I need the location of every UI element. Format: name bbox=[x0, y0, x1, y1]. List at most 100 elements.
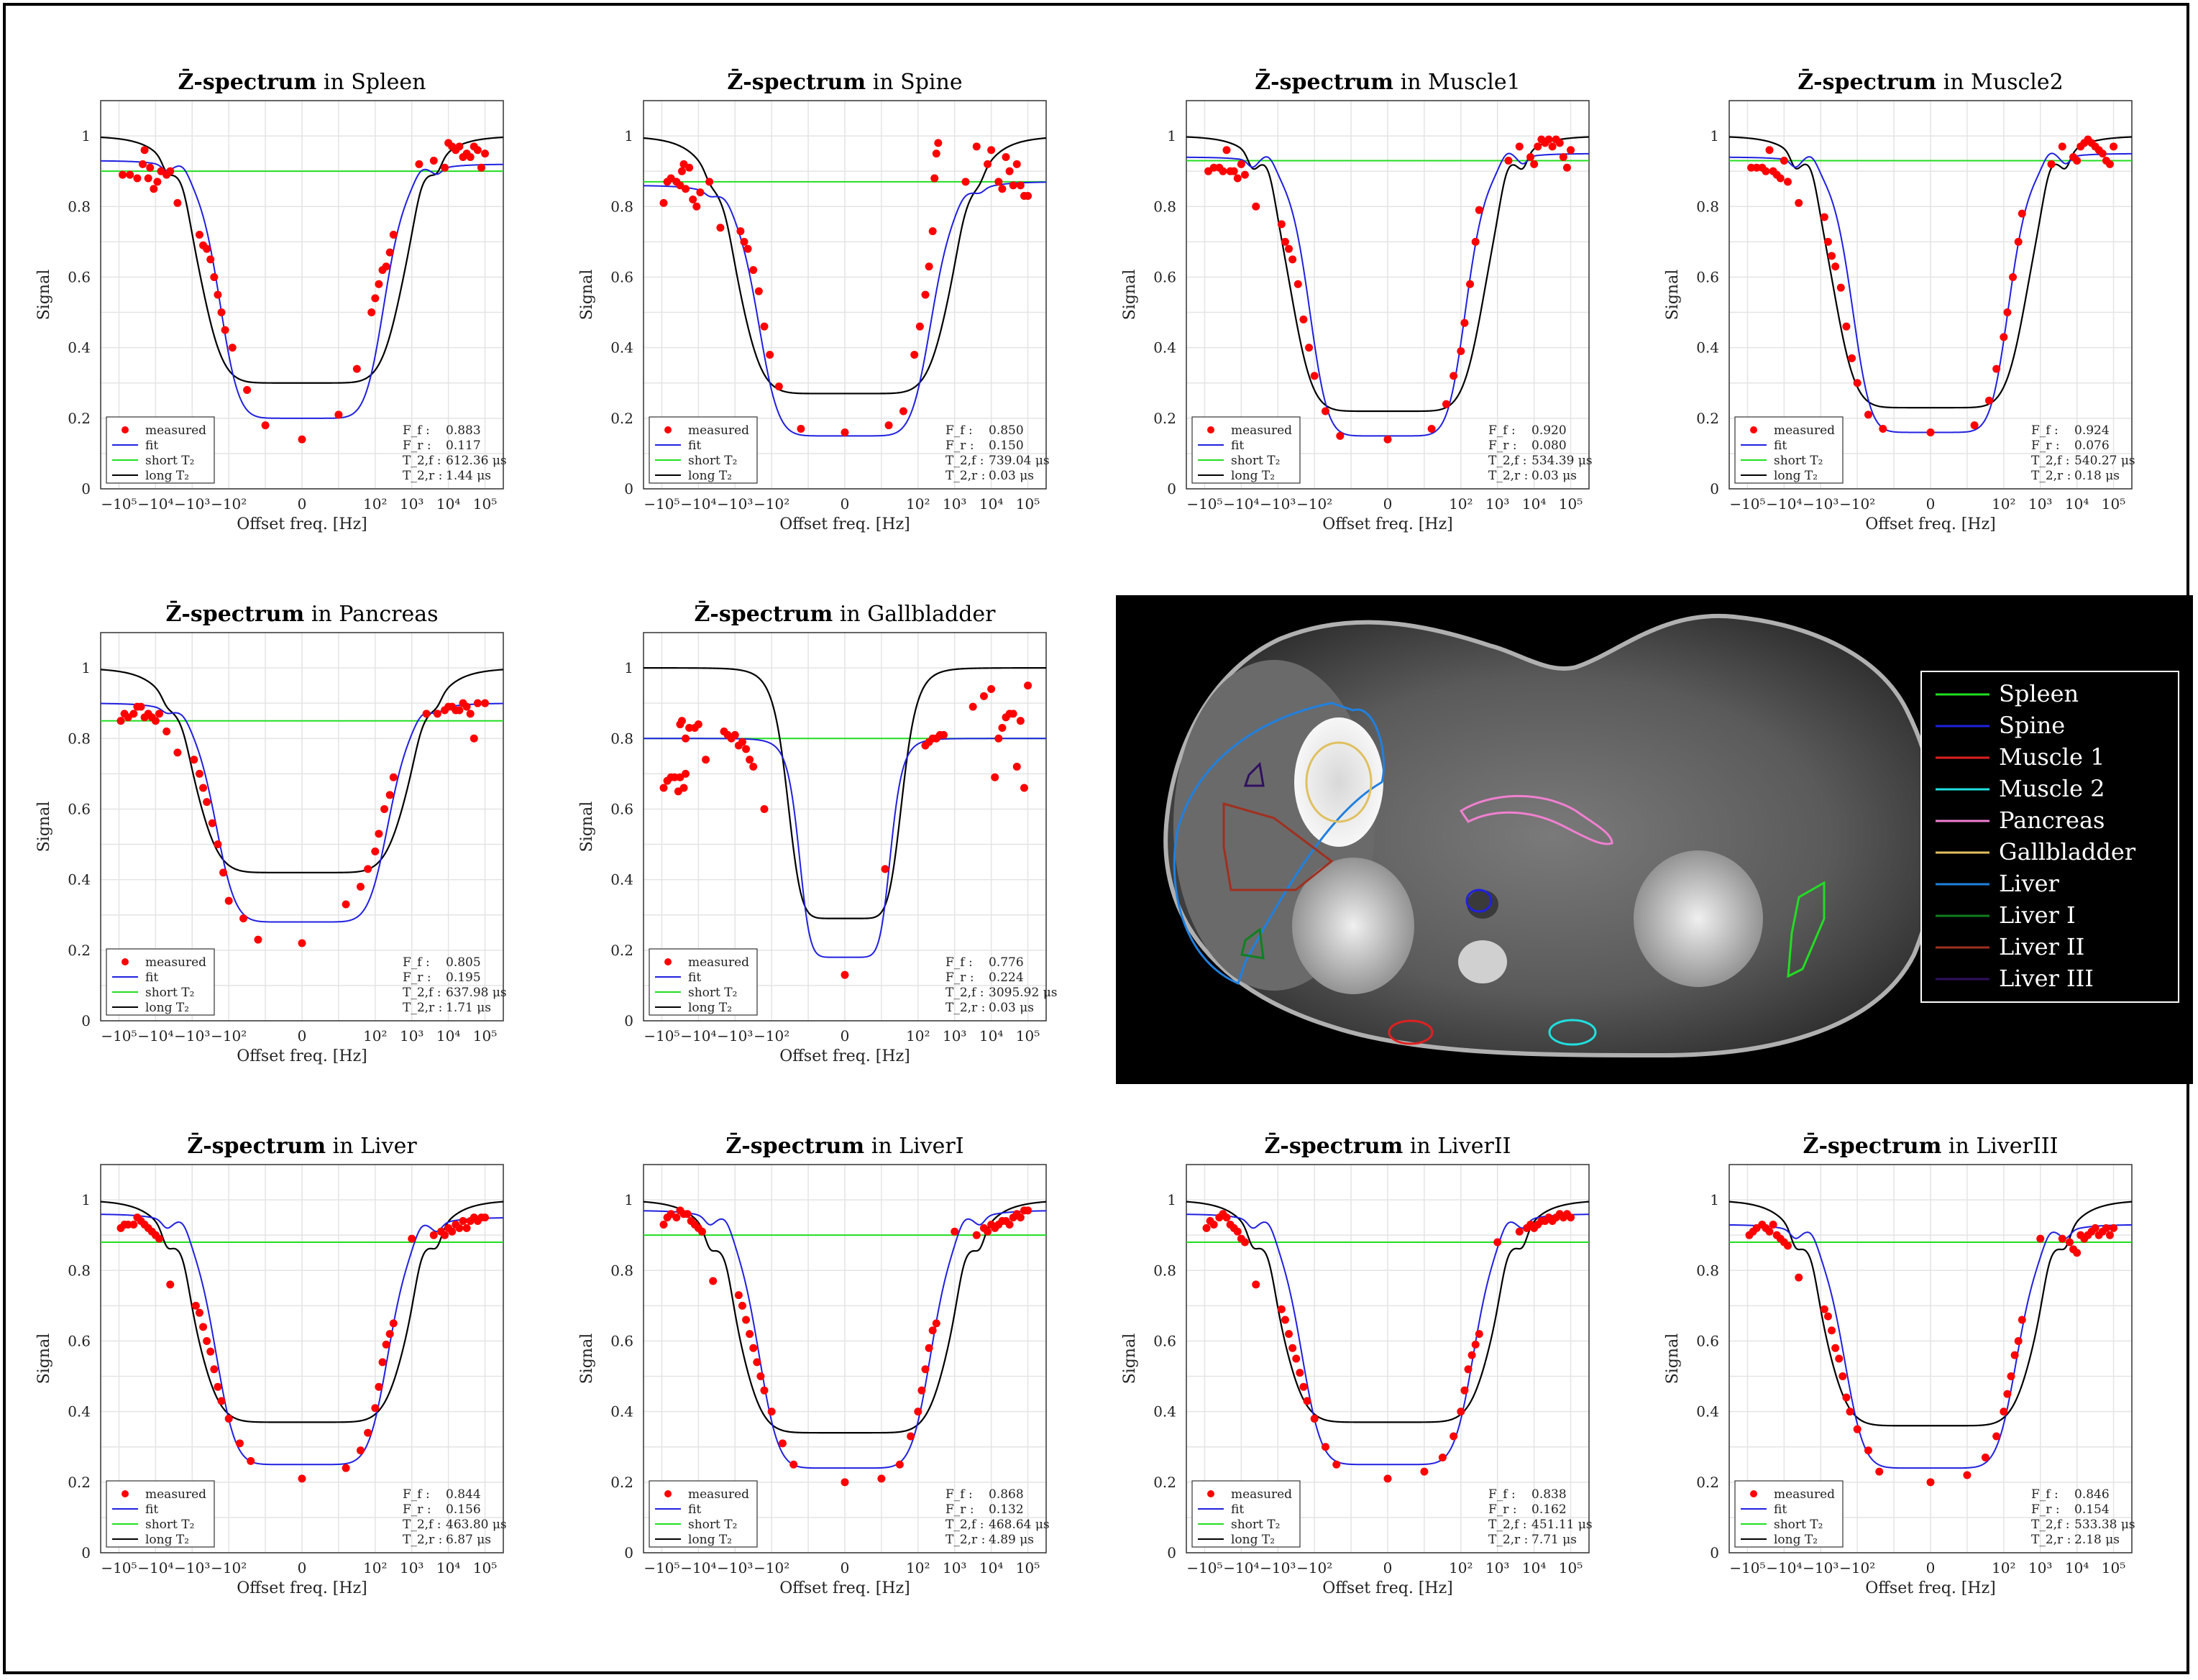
param-label: T_2,f : bbox=[403, 454, 441, 468]
measured-point bbox=[1783, 178, 1792, 186]
measured-point bbox=[1831, 262, 1840, 271]
measured-point bbox=[2105, 160, 2114, 168]
legend-label: measured bbox=[688, 423, 749, 438]
measured-point bbox=[1504, 156, 1513, 165]
legend-label: short T₂ bbox=[145, 986, 194, 1000]
chart-panel-spleen: 0 0.2 0.4 0.6 0.8 1 −10⁵ −10⁴ −10³ −10² 0 10² 10³ 10⁴… bbox=[14, 58, 532, 554]
measured-point bbox=[2073, 156, 2082, 165]
x-tick-label: −10³ bbox=[1260, 1559, 1296, 1576]
param-label: T_2,r : bbox=[945, 469, 985, 483]
x-tick-label: −10³ bbox=[1803, 1559, 1838, 1576]
y-tick-label: 0.4 bbox=[1153, 339, 1176, 357]
measured-point bbox=[921, 290, 930, 299]
y-tick-label: 0 bbox=[81, 480, 91, 497]
y-tick-label: 0.6 bbox=[1153, 1332, 1176, 1349]
measured-point bbox=[1024, 192, 1032, 201]
measured-point bbox=[685, 163, 694, 172]
x-axis-label: Offset freq. [Hz] bbox=[237, 1047, 367, 1065]
chart-svg: 0 0.2 0.4 0.6 0.8 1 −10⁵ −10⁴ −10³ −10² 0 10² 10³ 10⁴… bbox=[1664, 69, 2135, 533]
mri-legend-label: Liver III bbox=[1999, 965, 2094, 992]
y-axis-label: Signal bbox=[35, 270, 53, 321]
measured-point bbox=[1559, 153, 1567, 162]
param-value: 0.080 bbox=[1531, 439, 1567, 453]
measured-point bbox=[422, 710, 431, 718]
x-tick-label: 10² bbox=[1449, 495, 1473, 513]
long-t2-curve bbox=[100, 1201, 504, 1423]
y-tick-label: 0.8 bbox=[1153, 198, 1176, 215]
measured-point bbox=[462, 1224, 471, 1232]
legend-marker bbox=[1750, 426, 1757, 433]
param-label: T_2,f : bbox=[2031, 454, 2069, 468]
x-tick-label: 10³ bbox=[400, 495, 423, 513]
y-tick-label: 1 bbox=[81, 1191, 91, 1208]
measured-point bbox=[385, 1330, 394, 1339]
x-tick-label: −10⁵ bbox=[101, 1027, 137, 1045]
measured-point bbox=[2098, 150, 2107, 158]
measured-point bbox=[203, 244, 211, 253]
measured-point bbox=[1005, 167, 1014, 175]
legend-label: short T₂ bbox=[688, 986, 737, 1000]
measured-point bbox=[682, 769, 690, 778]
chart-panel-liveriii: 0 0.2 0.4 0.6 0.8 1 −10⁵ −10⁴ −10³ −10² 0 10² 10³ 10⁴… bbox=[1643, 1121, 2161, 1617]
mri-legend-label: Muscle 2 bbox=[1999, 775, 2105, 802]
x-tick-label: −10⁴ bbox=[1223, 1559, 1259, 1576]
measured-point bbox=[382, 262, 390, 271]
param-value: 7.71 μs bbox=[1531, 1533, 1577, 1547]
legend-label: fit bbox=[688, 1502, 701, 1517]
measured-point bbox=[749, 1344, 758, 1352]
title-region: in LiverII bbox=[1403, 1134, 1511, 1159]
measured-point bbox=[934, 139, 943, 147]
x-tick-label: 10³ bbox=[943, 1027, 966, 1045]
measured-point bbox=[1471, 1340, 1480, 1349]
measured-point bbox=[1992, 1432, 2001, 1441]
mri-legend: Spleen Spine Muscle 1 Muscle 2 Pancreas Gallb… bbox=[1936, 680, 2136, 992]
y-tick-label: 0.2 bbox=[68, 1474, 91, 1491]
param-label: F_r : bbox=[945, 439, 974, 453]
legend-label: fit bbox=[688, 439, 701, 453]
measured-point bbox=[356, 1446, 365, 1455]
measured-point bbox=[380, 804, 389, 813]
measured-point bbox=[210, 272, 219, 281]
measured-point bbox=[2058, 1234, 2066, 1243]
x-tick-label: 10⁵ bbox=[473, 495, 497, 513]
x-tick-label: 10² bbox=[906, 1559, 930, 1576]
param-value: 6.87 μs bbox=[446, 1533, 491, 1547]
param-value: 0.776 bbox=[989, 955, 1024, 970]
chart-title: Z̄-spectrum in LiverIII bbox=[1803, 1133, 2059, 1159]
measured-point bbox=[2010, 1351, 2019, 1359]
measured-point bbox=[371, 1404, 380, 1413]
chart-svg: 0 0.2 0.4 0.6 0.8 1 −10⁵ −10⁴ −10³ −10² 0 10² 10³ 10⁴… bbox=[578, 1133, 1050, 1597]
y-tick-label: 0.8 bbox=[1153, 1262, 1176, 1279]
measured-point bbox=[928, 227, 937, 236]
param-value: 468.64 μs bbox=[989, 1518, 1050, 1532]
y-tick-label: 0.8 bbox=[68, 730, 91, 747]
measured-point bbox=[998, 185, 1007, 193]
x-tick-label: −10⁵ bbox=[644, 1559, 679, 1576]
legend-label: short T₂ bbox=[145, 454, 194, 468]
measured-point bbox=[1005, 1220, 1014, 1229]
measured-point bbox=[1299, 1382, 1308, 1391]
axes-box bbox=[1728, 100, 2133, 490]
y-tick-label: 0.4 bbox=[610, 1403, 633, 1420]
y-tick-label: 0 bbox=[1167, 1544, 1176, 1561]
x-axis-label: Offset freq. [Hz] bbox=[1322, 1579, 1453, 1597]
x-tick-label: −10⁴ bbox=[680, 1027, 716, 1045]
legend-label: fit bbox=[688, 970, 701, 985]
x-tick-label: −10³ bbox=[1260, 495, 1296, 513]
legend-label: long T₂ bbox=[688, 469, 732, 483]
legend-label: measured bbox=[1231, 1487, 1292, 1502]
measured-point bbox=[1288, 1344, 1297, 1352]
param-value: 0.132 bbox=[989, 1502, 1024, 1517]
measured-point bbox=[1427, 425, 1436, 433]
measured-point bbox=[1515, 1227, 1524, 1236]
measured-point bbox=[1548, 142, 1557, 151]
legend-label: fit bbox=[145, 970, 158, 985]
measured-point bbox=[146, 163, 155, 172]
param-value: 534.39 μs bbox=[1531, 454, 1593, 468]
measured-point bbox=[1002, 153, 1010, 162]
y-tick-label: 0.6 bbox=[610, 268, 633, 285]
x-tick-label: 10² bbox=[363, 1027, 387, 1045]
x-tick-label: −10² bbox=[1839, 495, 1875, 513]
measured-point bbox=[917, 1386, 926, 1395]
